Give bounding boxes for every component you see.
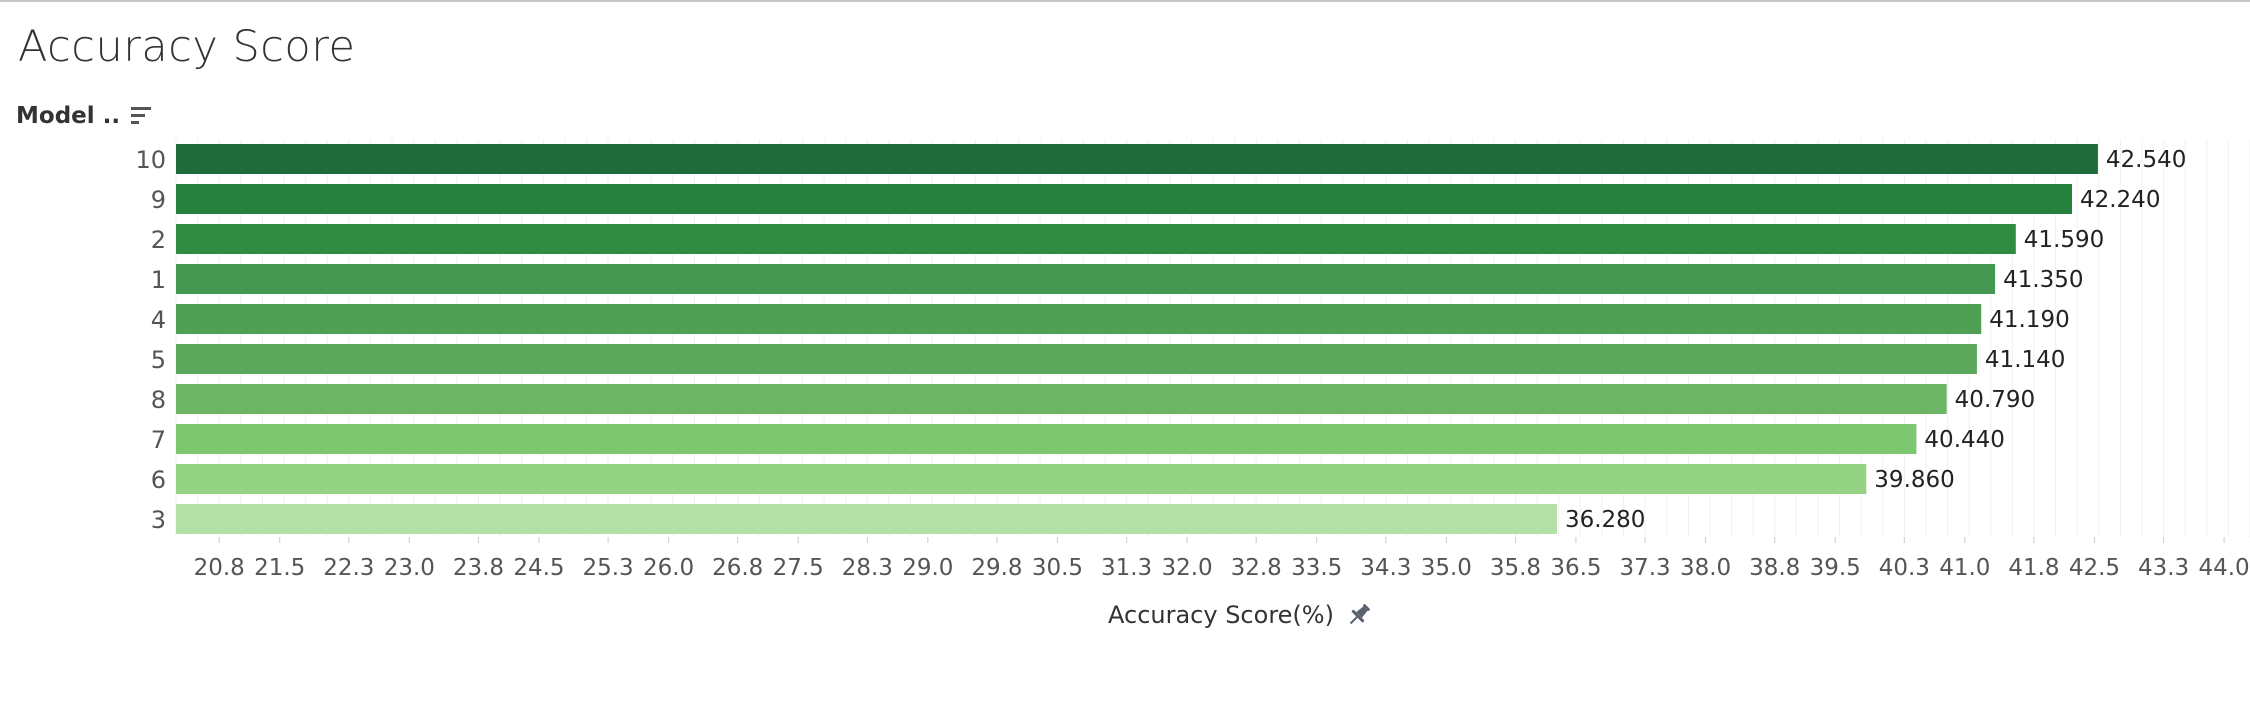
y-tick-label: 2 xyxy=(151,226,166,254)
bar xyxy=(176,184,2072,214)
sort-descending-icon[interactable] xyxy=(128,105,154,127)
y-tick-label: 9 xyxy=(151,186,166,214)
x-tick-label: 29.8 xyxy=(971,555,1022,581)
x-axis-title-wrap: Accuracy Score(%) xyxy=(1108,600,1374,630)
data-label: 41.350 xyxy=(2003,267,2083,293)
x-tick-label: 30.5 xyxy=(1032,555,1083,581)
bar xyxy=(176,384,1947,414)
x-tick-label: 43.3 xyxy=(2138,555,2189,581)
x-tick-label: 26.0 xyxy=(643,555,694,581)
x-tick-label: 37.3 xyxy=(1619,555,1670,581)
data-label: 36.280 xyxy=(1565,507,1645,533)
x-tick-label: 35.0 xyxy=(1421,555,1472,581)
x-tick-label: 33.5 xyxy=(1291,555,1342,581)
bar xyxy=(176,424,1917,454)
bar xyxy=(176,264,1996,294)
y-tick-label: 8 xyxy=(151,386,166,414)
data-label: 39.860 xyxy=(1874,467,1954,493)
bar xyxy=(176,144,2098,174)
x-tick-label: 44.0 xyxy=(2198,555,2249,581)
x-tick-label: 26.8 xyxy=(712,555,763,581)
x-tick-label: 41.8 xyxy=(2008,555,2059,581)
data-label: 42.240 xyxy=(2080,187,2160,213)
x-tick-label: 42.5 xyxy=(2069,555,2120,581)
x-tick-label: 29.0 xyxy=(902,555,953,581)
top-border xyxy=(0,0,2250,2)
x-tick-label: 34.3 xyxy=(1360,555,1411,581)
x-tick-label: 40.3 xyxy=(1879,555,1930,581)
x-tick-label: 20.8 xyxy=(194,555,245,581)
x-tick-label: 39.5 xyxy=(1810,555,1861,581)
y-tick-label: 7 xyxy=(151,426,166,454)
chart-title: Accuracy Score xyxy=(18,22,356,72)
x-tick-label: 38.8 xyxy=(1749,555,1800,581)
bar xyxy=(176,304,1982,334)
pin-icon[interactable] xyxy=(1344,600,1374,630)
x-tick-label: 22.3 xyxy=(323,555,374,581)
data-label: 40.790 xyxy=(1955,387,2035,413)
y-tick-label: 5 xyxy=(151,346,166,374)
data-label: 42.540 xyxy=(2106,147,2186,173)
bar xyxy=(176,504,1557,534)
bar xyxy=(176,464,1867,494)
data-label: 40.440 xyxy=(1924,427,2004,453)
bar xyxy=(176,224,2016,254)
x-tick-label: 27.5 xyxy=(773,555,824,581)
y-tick-label: 1 xyxy=(151,266,166,294)
x-tick-label: 36.5 xyxy=(1550,555,1601,581)
x-tick-label: 38.0 xyxy=(1680,555,1731,581)
x-tick-label: 21.5 xyxy=(254,555,305,581)
data-label: 41.140 xyxy=(1985,347,2065,373)
x-tick-label: 24.5 xyxy=(513,555,564,581)
x-axis-title: Accuracy Score(%) xyxy=(1108,601,1334,629)
x-tick-label: 32.0 xyxy=(1161,555,1212,581)
x-tick-label: 31.3 xyxy=(1101,555,1152,581)
x-tick-label: 35.8 xyxy=(1490,555,1541,581)
y-axis-header[interactable]: Model .. xyxy=(16,103,154,129)
y-tick-label: 10 xyxy=(135,146,166,174)
x-tick-label: 41.0 xyxy=(1939,555,1990,581)
y-axis-header-label: Model .. xyxy=(16,103,121,129)
x-tick-label: 28.3 xyxy=(842,555,893,581)
x-tick-label: 25.3 xyxy=(582,555,633,581)
y-tick-label: 4 xyxy=(151,306,166,334)
data-label: 41.190 xyxy=(1989,307,2069,333)
data-label: 41.590 xyxy=(2024,227,2104,253)
x-tick-label: 32.8 xyxy=(1231,555,1282,581)
y-tick-label: 3 xyxy=(151,506,166,534)
x-tick-label: 23.8 xyxy=(453,555,504,581)
y-tick-label: 6 xyxy=(151,466,166,494)
bar xyxy=(176,344,1977,374)
x-tick-label: 23.0 xyxy=(384,555,435,581)
